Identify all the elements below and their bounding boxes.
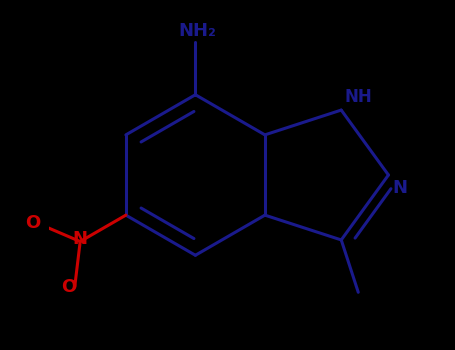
Text: N: N xyxy=(392,178,407,197)
Text: O: O xyxy=(25,215,40,232)
Text: NH: NH xyxy=(345,89,373,106)
Text: N: N xyxy=(73,230,88,248)
Text: O: O xyxy=(61,278,77,296)
Text: NH₂: NH₂ xyxy=(179,22,217,40)
